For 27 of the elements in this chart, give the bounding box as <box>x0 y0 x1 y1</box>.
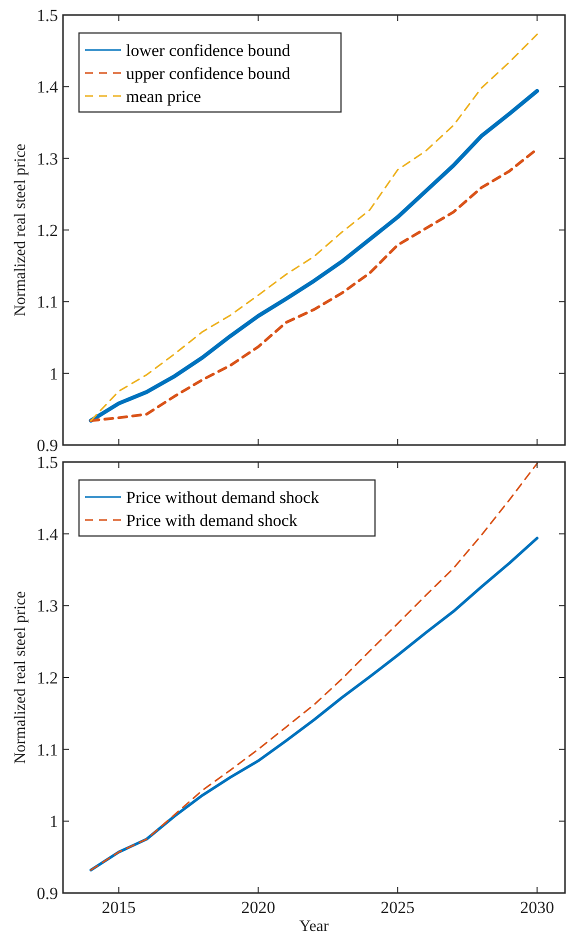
y-tick-label: 1.4 <box>36 78 58 97</box>
y-tick-label: 0.9 <box>36 884 58 903</box>
x-tick-label: 2030 <box>520 898 554 917</box>
y-tick-label: 1.1 <box>36 740 58 760</box>
y-tick-label: 1.5 <box>36 6 58 25</box>
legend-label: lower confidence bound <box>126 40 291 60</box>
x-tick-label: 2015 <box>102 898 136 917</box>
y-tick-label: 1.3 <box>36 596 58 616</box>
y-tick-label: 1.5 <box>36 452 58 472</box>
line-series <box>90 462 538 871</box>
x-tick-label: 2020 <box>241 898 276 917</box>
y-tick-label: 1 <box>50 812 58 832</box>
x-tick-label: 2025 <box>380 898 415 917</box>
x-axis-title: Year <box>299 918 330 935</box>
y-axis-title: Normalized real steel price <box>12 591 29 764</box>
y-tick-label: 1.2 <box>36 668 58 688</box>
y-axis-title: Normalized real steel price <box>12 144 29 316</box>
legend-label: Price without demand shock <box>126 488 320 507</box>
y-tick-label: 1.3 <box>36 149 58 168</box>
legend-label: upper confidence bound <box>126 64 291 83</box>
y-tick-label: 1.2 <box>36 220 58 240</box>
y-tick-label: 1 <box>50 364 58 384</box>
y-tick-label: 1.1 <box>36 292 58 312</box>
y-tick-label: 1.4 <box>36 524 58 544</box>
legend-label: mean price <box>126 86 202 106</box>
legend-label: Price with demand shock <box>126 510 298 530</box>
y-tick-label: 0.9 <box>36 436 58 455</box>
